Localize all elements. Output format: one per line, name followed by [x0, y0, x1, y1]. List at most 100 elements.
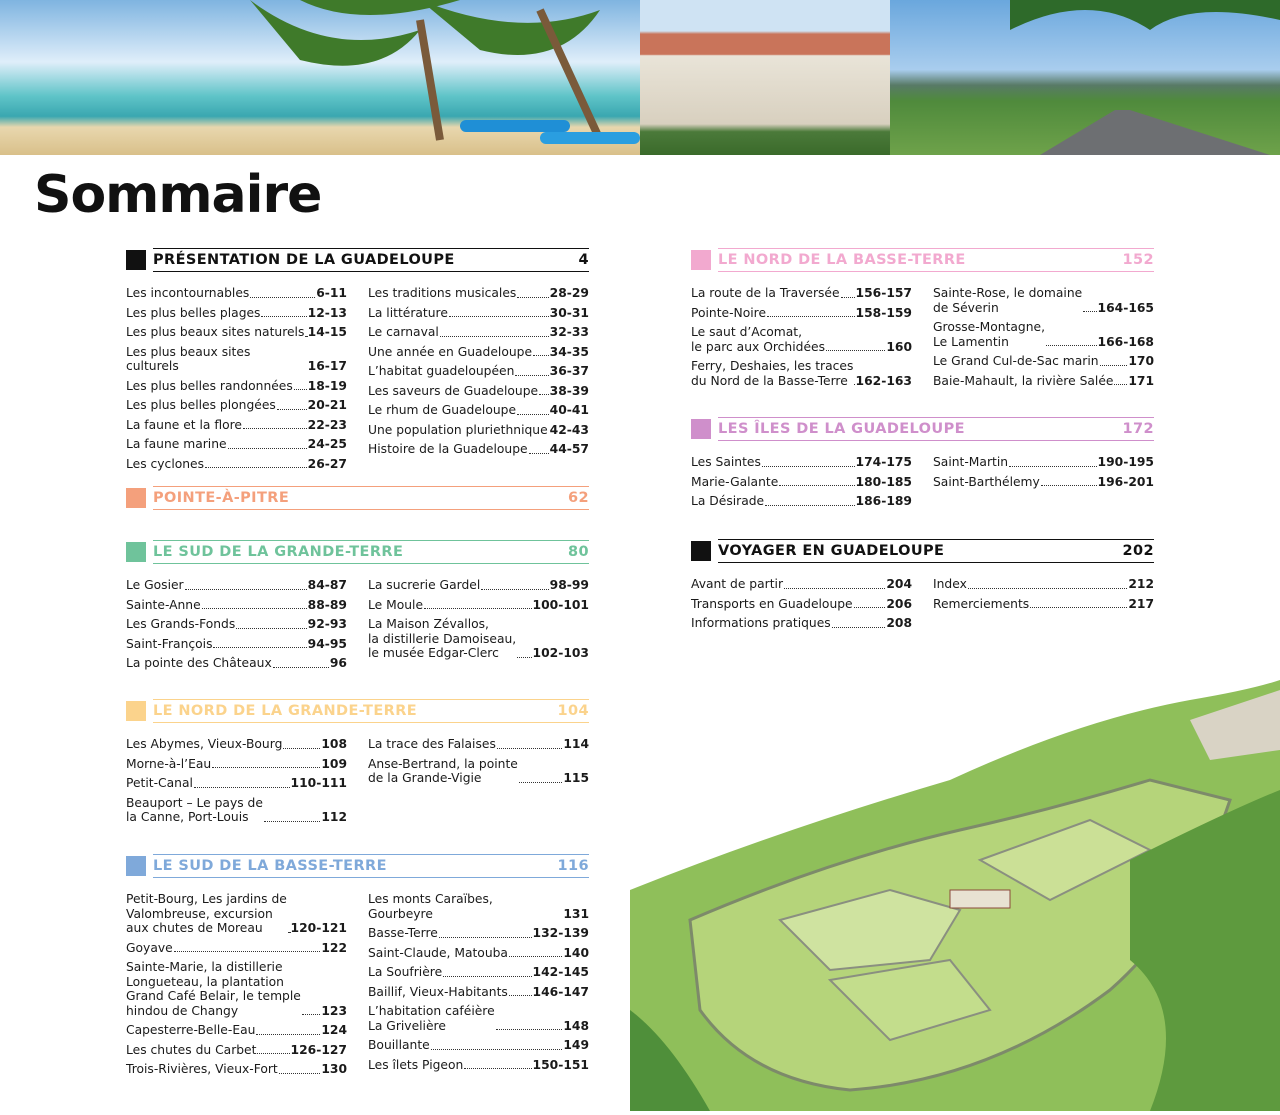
entry-page: 110-111 [291, 776, 347, 791]
entry-title: Index [933, 577, 967, 592]
entry-title: Saint-Martin [933, 455, 1008, 470]
toc-entry[interactable]: Baie-Mahault, la rivière Salée 171 [933, 374, 1154, 389]
dot-leader [250, 297, 315, 298]
entry-page: 126-127 [291, 1043, 347, 1058]
colonial-house-photo [640, 0, 890, 155]
entry-page: 166-168 [1098, 335, 1154, 350]
entry-page: 114 [563, 737, 589, 752]
dot-leader [256, 1034, 320, 1035]
dot-leader [288, 932, 290, 933]
toc-entry[interactable]: Beauport – Le pays de la Canne, Port-Lou… [126, 796, 347, 825]
entry-title: Les Abymes, Vieux-Bourg [126, 737, 282, 752]
toc-entry[interactable]: Petit-Bourg, Les jardins de Valombreuse,… [126, 892, 347, 936]
toc-entry[interactable]: Anse-Bertrand, la pointe de la Grande-Vi… [368, 757, 589, 786]
entry-title: Le rhum de Guadeloupe [368, 403, 516, 418]
entry-page: 14-15 [308, 325, 347, 340]
section-header[interactable]: POINTE-À-PITRE 62 [153, 486, 589, 510]
entry-title: Bouillante [368, 1038, 430, 1053]
entry-title: Les Grands-Fonds [126, 617, 235, 632]
dot-leader [273, 667, 329, 668]
section-page: 152 [1123, 252, 1154, 268]
section-header[interactable]: PRÉSENTATION DE LA GUADELOUPE 4 [153, 248, 589, 272]
dot-leader [533, 355, 549, 356]
section-header[interactable]: LE NORD DE LA GRANDE-TERRE 104 [153, 699, 589, 723]
entry-title: Saint-Claude, Matouba [368, 946, 508, 961]
entry-title: Baie-Mahault, la rivière Salée [933, 374, 1113, 389]
section-header[interactable]: LES ÎLES DE LA GUADELOUPE 172 [718, 417, 1154, 441]
section-header[interactable]: LE SUD DE LA GRANDE-TERRE 80 [153, 540, 589, 564]
toc-entry[interactable]: Ferry, Deshaies, les traces du Nord de l… [691, 359, 912, 388]
entry-page: 123 [321, 1004, 347, 1019]
section-header[interactable]: LE NORD DE LA BASSE-TERRE 152 [718, 248, 1154, 272]
dot-leader [1030, 607, 1127, 608]
dot-leader [443, 976, 531, 977]
toc-entry[interactable]: Sainte-Marie, la distillerie Longueteau,… [126, 960, 347, 1018]
section-header[interactable]: LE SUD DE LA BASSE-TERRE 116 [153, 854, 589, 878]
entry-page: 36-37 [550, 364, 589, 379]
entry-page: 115 [563, 771, 589, 786]
entry-page: 171 [1128, 374, 1154, 389]
section-header[interactable]: VOYAGER EN GUADELOUPE 202 [718, 539, 1154, 563]
toc-entry[interactable]: La Maison Zévallos, la distillerie Damoi… [368, 617, 589, 661]
entry-title: Basse-Terre [368, 926, 438, 941]
